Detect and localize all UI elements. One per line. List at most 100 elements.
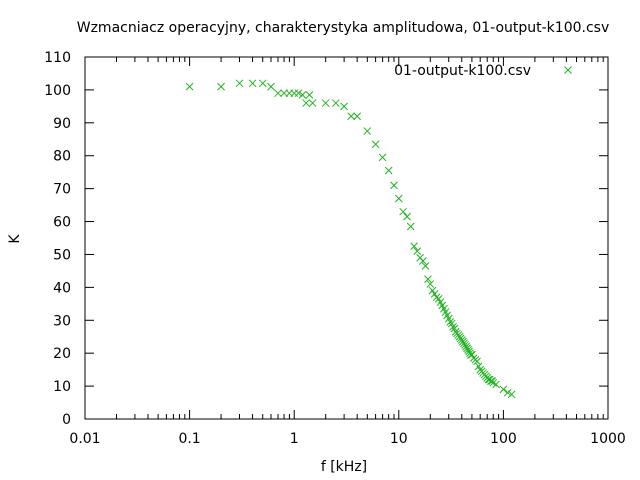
- x-tick-label: 0.1: [178, 431, 200, 447]
- data-point: [217, 82, 225, 91]
- marker-stroke: [294, 89, 303, 98]
- data-point: [413, 247, 422, 256]
- y-tick-label: 100: [44, 83, 71, 99]
- plot-frame: [84, 56, 609, 420]
- marker-stroke: [474, 362, 483, 371]
- data-point: [321, 99, 330, 107]
- data-point: [507, 390, 516, 399]
- marker-stroke: [434, 295, 443, 303]
- marker-stroke: [331, 99, 340, 107]
- marker-stroke: [371, 140, 380, 149]
- marker-stroke: [394, 194, 403, 203]
- data-point: [298, 90, 307, 99]
- marker-stroke: [447, 319, 456, 328]
- marker-stroke: [441, 308, 450, 316]
- marker-stroke: [353, 112, 362, 121]
- marker-stroke: [507, 390, 516, 399]
- data-point: [347, 112, 355, 121]
- data-point: [294, 89, 303, 98]
- marker-stroke: [492, 380, 500, 389]
- marker-stroke: [399, 207, 407, 216]
- data-point: [421, 262, 430, 270]
- data-point: [363, 127, 372, 135]
- y-tick-label: 40: [53, 280, 71, 296]
- marker-stroke: [473, 357, 481, 366]
- marker-stroke: [436, 298, 445, 307]
- data-point: [406, 222, 415, 231]
- data-point: [503, 388, 512, 397]
- x-tick-label: 100: [490, 431, 517, 447]
- marker-stroke: [426, 280, 435, 288]
- marker-stroke: [428, 286, 437, 295]
- data-point: [353, 112, 362, 121]
- data-point: [410, 242, 418, 251]
- data-point: [235, 79, 244, 88]
- marker-stroke: [384, 166, 393, 175]
- y-tick-label: 80: [53, 149, 71, 165]
- data-point: [248, 79, 257, 88]
- x-tick-label: 0.01: [69, 431, 100, 447]
- marker-stroke: [267, 82, 275, 91]
- legend-marker: [564, 66, 572, 74]
- y-tick-label: 20: [53, 346, 71, 362]
- data-point: [378, 153, 387, 162]
- data-point: [267, 82, 275, 91]
- marker-stroke: [302, 99, 310, 107]
- data-point: [185, 82, 194, 91]
- marker-stroke: [410, 242, 418, 251]
- marker-stroke: [248, 79, 257, 88]
- marker-stroke: [298, 90, 307, 99]
- marker-stroke: [489, 378, 498, 387]
- marker-stroke: [363, 127, 372, 135]
- chart-title: Wzmacniacz operacyjny, charakterystyka a…: [77, 20, 610, 36]
- legend: 01-output-k100.csv: [394, 63, 572, 79]
- marker-stroke: [424, 275, 432, 283]
- marker-stroke: [419, 257, 427, 265]
- data-points: [185, 79, 516, 399]
- marker-stroke: [450, 324, 459, 333]
- marker-stroke: [440, 304, 448, 313]
- marker-stroke: [499, 385, 508, 394]
- marker-stroke: [564, 66, 572, 74]
- marker-stroke: [217, 82, 225, 91]
- marker-stroke: [438, 301, 447, 310]
- marker-stroke: [503, 388, 512, 397]
- x-tick-label: 10: [390, 431, 408, 447]
- marker-stroke: [340, 102, 348, 111]
- data-point: [473, 357, 481, 366]
- marker-stroke: [185, 82, 194, 91]
- data-point: [428, 286, 437, 295]
- y-tick-label: 30: [53, 313, 71, 329]
- marker-stroke: [484, 375, 493, 384]
- data-point: [424, 275, 432, 283]
- y-tick-label: 90: [53, 116, 71, 132]
- marker-stroke: [235, 79, 244, 88]
- x-tick-label: 1000: [590, 431, 626, 447]
- marker-stroke: [468, 350, 476, 359]
- data-point: [399, 207, 407, 216]
- data-point: [403, 212, 411, 221]
- marker-stroke: [347, 112, 355, 121]
- marker-stroke: [421, 262, 430, 270]
- marker-stroke: [444, 314, 453, 323]
- marker-stroke: [406, 222, 415, 231]
- y-axis-label: K: [7, 234, 23, 244]
- marker-stroke: [443, 311, 452, 320]
- marker-stroke: [274, 89, 282, 98]
- marker-stroke: [403, 212, 411, 221]
- data-point: [371, 140, 380, 149]
- data-point: [419, 257, 427, 265]
- x-axis-label: f [kHz]: [321, 459, 367, 475]
- y-tick-label: 0: [62, 412, 71, 428]
- data-point: [394, 194, 403, 203]
- axes: [84, 56, 609, 420]
- data-point: [274, 89, 282, 98]
- y-tick-label: 70: [53, 182, 71, 198]
- data-point: [302, 99, 310, 107]
- legend-label: 01-output-k100.csv: [394, 63, 531, 79]
- marker-stroke: [378, 153, 387, 162]
- data-point: [426, 280, 435, 288]
- data-point: [331, 99, 340, 107]
